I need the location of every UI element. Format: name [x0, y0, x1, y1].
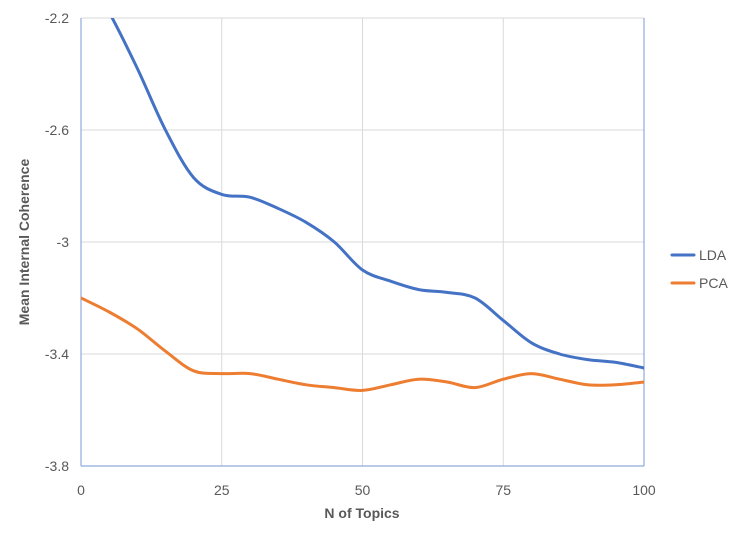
y-tick-label: -3.4: [45, 346, 69, 362]
y-tick-label: -2.6: [45, 122, 69, 138]
x-tick-label: 75: [495, 482, 511, 498]
series-layer: [81, 18, 644, 392]
y-tick-label: -3.8: [45, 458, 69, 474]
x-tick-label: 100: [632, 482, 656, 498]
y-tick-label: -2.2: [45, 10, 69, 26]
x-tick-label: 50: [355, 482, 371, 498]
y-tick-label: -3: [57, 234, 70, 250]
series-line-pca: [81, 296, 644, 392]
series-line-lda: [110, 18, 644, 370]
x-tick-label: 0: [77, 482, 85, 498]
legend: LDA PCA: [670, 247, 728, 291]
x-axis-title: N of Topics: [324, 505, 399, 521]
axes: [80, 18, 645, 467]
tick-labels: -2.2 -2.6 -3 -3.4 -3.8 0 25 50 75 100: [45, 10, 656, 498]
x-tick-label: 25: [214, 482, 230, 498]
legend-label-lda: LDA: [699, 247, 727, 263]
legend-label-pca: PCA: [699, 275, 728, 291]
y-axis-title: Mean Internal Coherence: [16, 159, 32, 326]
grid-lines: [80, 17, 645, 467]
